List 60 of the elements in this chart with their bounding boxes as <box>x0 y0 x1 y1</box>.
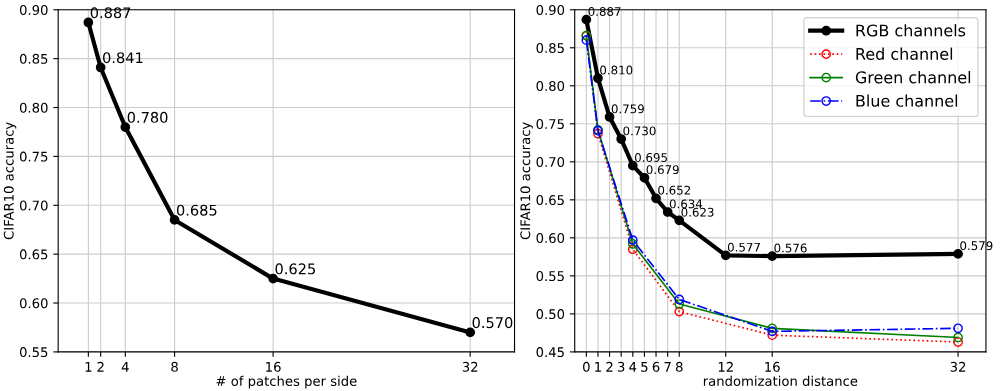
data-label: 0.625 <box>275 263 315 275</box>
data-label: 0.841 <box>103 52 143 64</box>
x-axis-title: # of patches per side <box>216 375 357 389</box>
data-label: 0.652 <box>658 185 691 195</box>
y-tick-label: 0.70 <box>536 157 565 168</box>
data-label: 0.679 <box>646 165 679 175</box>
y-tick-label: 0.90 <box>536 5 565 15</box>
y-tick-label: 0.60 <box>536 233 565 244</box>
data-label: 0.887 <box>90 7 131 19</box>
x-tick-label: 4 <box>629 362 637 372</box>
y-tick-label: 0.60 <box>19 298 48 309</box>
x-axis-title: randomization distance <box>703 375 858 386</box>
y-tick-label: 0.50 <box>536 309 565 320</box>
y-tick-label: 0.65 <box>536 195 564 206</box>
legend-label: Blue channel <box>856 94 958 107</box>
data-label: 0.730 <box>623 126 656 136</box>
y-axis-title: CIFAR10 accuracy <box>520 122 533 240</box>
y-tick-label: 0.85 <box>536 43 564 53</box>
x-tick-label: 12 <box>718 361 733 372</box>
x-tick-label: 1 <box>85 362 92 372</box>
x-tick-label: 8 <box>171 361 178 372</box>
data-label: 0.577 <box>727 242 760 252</box>
data-label: 0.634 <box>669 199 703 209</box>
x-tick-label: 2 <box>97 361 104 372</box>
x-tick-label: 3 <box>617 361 625 372</box>
data-label: 0.810 <box>600 65 633 75</box>
data-label: 0.685 <box>176 204 217 216</box>
y-tick-label: 0.55 <box>19 347 48 358</box>
y-axis-title: CIFAR10 accuracy <box>3 122 17 240</box>
data-label: 0.623 <box>681 207 714 217</box>
y-tick-label: 0.90 <box>19 5 48 15</box>
y-tick-label: 0.80 <box>536 81 565 91</box>
x-tick-label: 16 <box>266 361 281 372</box>
legend-label: Green channel <box>855 71 971 84</box>
data-label: 0.570 <box>472 317 513 329</box>
x-tick-label: 2 <box>606 361 613 372</box>
x-tick-label: 16 <box>765 361 780 372</box>
data-label: 0.576 <box>774 243 807 253</box>
y-tick-label: 0.85 <box>19 53 48 64</box>
x-tick-label: 32 <box>950 361 966 372</box>
y-tick-label: 0.70 <box>19 200 48 211</box>
data-label: 0.695 <box>634 153 667 162</box>
y-tick-label: 0.45 <box>536 347 564 358</box>
x-tick-label: 8 <box>675 361 683 372</box>
data-label: 0.780 <box>127 111 168 123</box>
legend-label: RGB channels <box>856 24 966 37</box>
y-tick-label: 0.80 <box>19 102 48 113</box>
y-tick-label: 0.75 <box>19 151 48 162</box>
x-tick-label: 7 <box>664 362 671 372</box>
y-tick-label: 0.55 <box>536 271 564 282</box>
x-tick-label: 5 <box>641 362 648 372</box>
x-tick-label: 0 <box>583 361 590 372</box>
y-tick-label: 0.65 <box>19 249 48 260</box>
y-tick-label: 0.75 <box>536 119 564 130</box>
x-tick-label: 4 <box>121 362 129 372</box>
legend-label: Red channel <box>856 47 953 60</box>
x-tick-label: 32 <box>462 361 478 372</box>
x-tick-label: 1 <box>595 362 601 372</box>
x-tick-label: 6 <box>652 361 660 372</box>
data-label: 0.759 <box>611 104 644 114</box>
